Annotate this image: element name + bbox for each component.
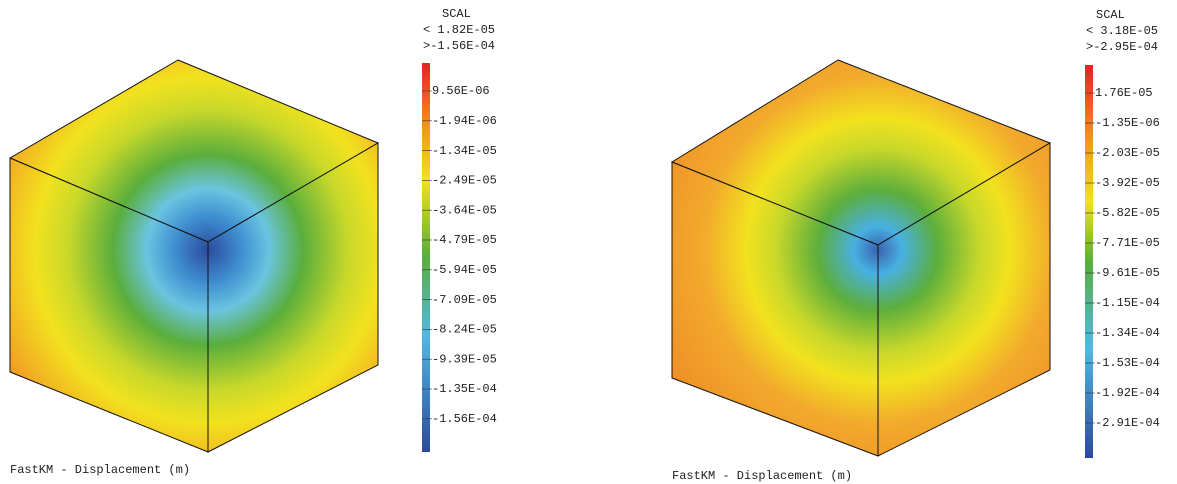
legend-label: -9.61E-05 <box>1095 266 1160 280</box>
legend-label: -2.49E-05 <box>432 174 497 188</box>
cube-right <box>672 60 1050 456</box>
caption: FastKM - Displacement (m) <box>10 463 190 477</box>
legend-label: -8.24E-05 <box>432 323 497 337</box>
legend-label: -7.71E-05 <box>1095 236 1160 250</box>
legend-min: >-1.56E-04 <box>423 39 495 53</box>
color-bar <box>1085 65 1093 458</box>
legend-label: -1.92E-04 <box>1095 386 1160 400</box>
legend-label: -5.94E-05 <box>432 263 497 277</box>
legend-label: -1.56E-04 <box>432 412 497 426</box>
legend-label: -5.82E-05 <box>1095 206 1160 220</box>
legend-label: -3.64E-05 <box>432 203 497 217</box>
legend-label: -2.03E-05 <box>1095 146 1160 160</box>
color-bar <box>422 63 430 452</box>
legend-label: -1.35E-06 <box>1095 116 1160 130</box>
legend-label: 1.76E-05 <box>1095 86 1153 100</box>
legend-label: -7.09E-05 <box>432 293 497 307</box>
legend-title: SCAL <box>442 7 471 21</box>
legend-label: -1.53E-04 <box>1095 356 1160 370</box>
legend-max: < 1.82E-05 <box>423 23 495 37</box>
legend-label: -1.94E-06 <box>432 114 497 128</box>
page: SCAL < 1.82E-05 >-1.56E-04 FastKM - Disp… <box>0 0 1177 484</box>
legend-max: < 3.18E-05 <box>1086 24 1158 38</box>
legend-title: SCAL <box>1096 8 1125 22</box>
cube-left <box>10 60 378 452</box>
legend-label: -1.15E-04 <box>1095 296 1160 310</box>
legend-label: -1.34E-05 <box>432 144 497 158</box>
legend-label: -3.92E-05 <box>1095 176 1160 190</box>
legend-label: -4.79E-05 <box>432 233 497 247</box>
legend-label: -9.39E-05 <box>432 352 497 366</box>
caption: FastKM - Displacement (m) <box>672 469 852 483</box>
legend-label: -1.34E-04 <box>1095 326 1160 340</box>
legend-label: 9.56E-06 <box>432 84 490 98</box>
legend-min: >-2.95E-04 <box>1086 40 1158 54</box>
legend-label: -2.91E-04 <box>1095 416 1160 430</box>
legend-label: -1.35E-04 <box>432 382 497 396</box>
